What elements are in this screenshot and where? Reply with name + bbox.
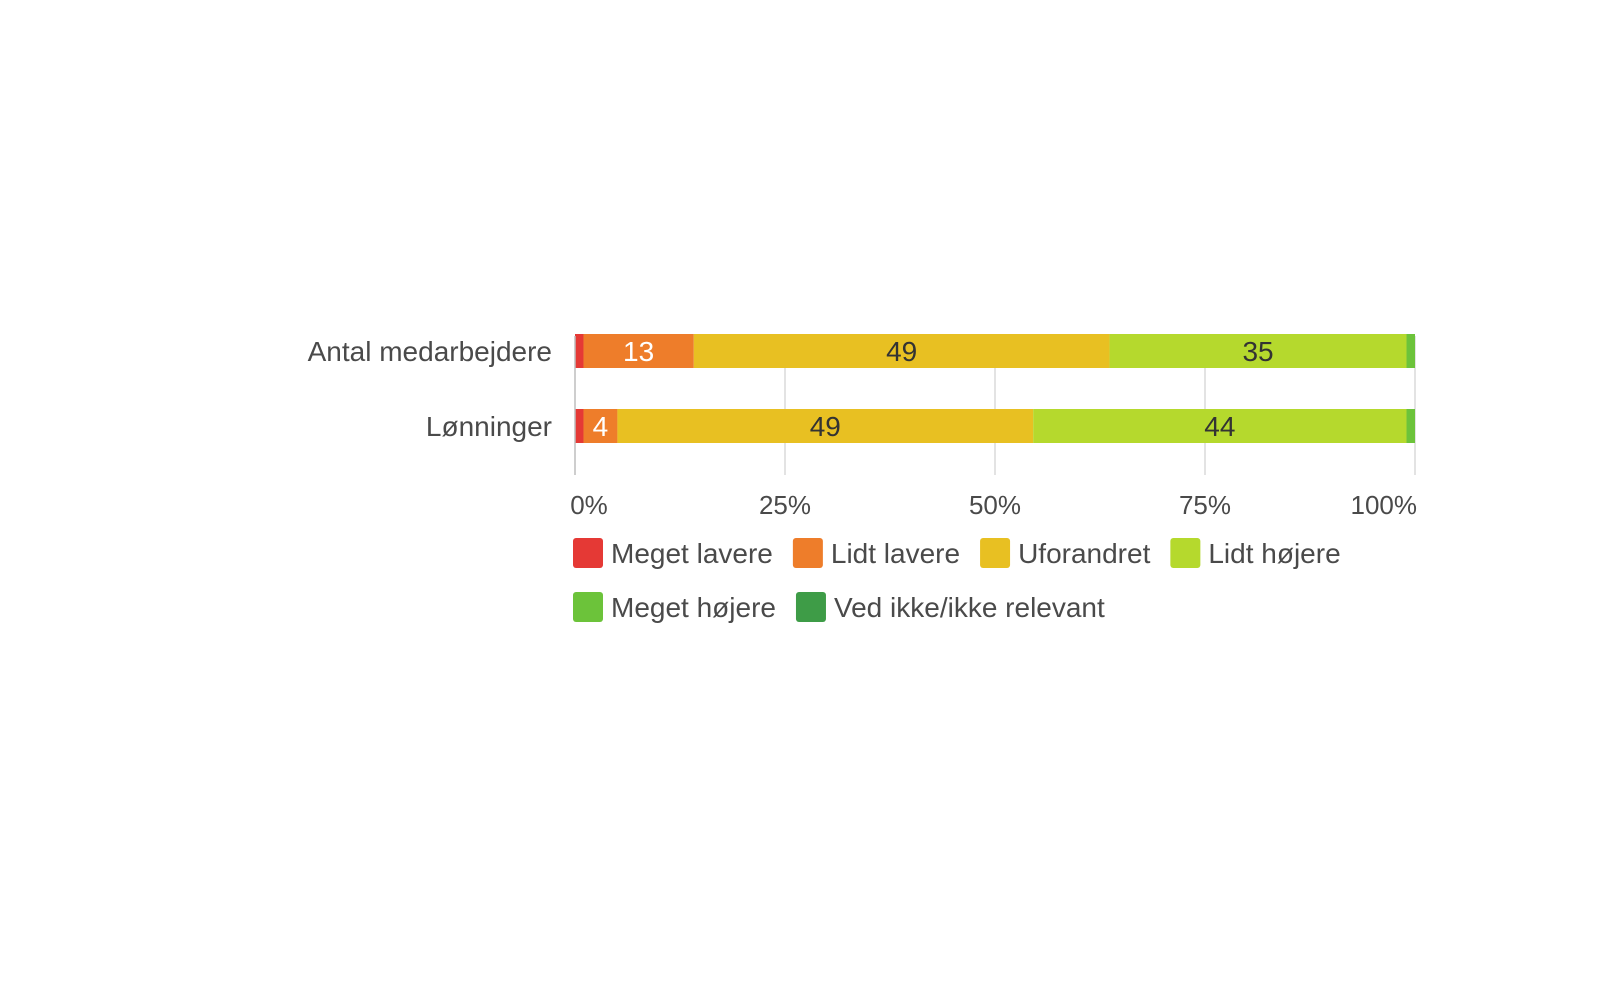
legend-item: Lidt lavere [792, 538, 960, 569]
x-tick-label: 100% [1351, 490, 1418, 520]
bar-segment [1406, 409, 1415, 443]
bar-segment [583, 409, 618, 443]
bar-value-labels: 13 49 35 4 49 44 [593, 336, 1274, 442]
legend-swatch [980, 538, 1011, 568]
legend-item: Meget lavere [573, 538, 773, 569]
bar-value-label: 13 [623, 336, 654, 367]
legend-label: Lidt højere [1208, 538, 1340, 569]
legend-label: Meget højere [611, 592, 776, 623]
bar-segment [1406, 334, 1415, 368]
x-tick-label: 25% [759, 490, 811, 520]
bar-value-label: 4 [593, 411, 609, 442]
legend-item: Uforandret [980, 538, 1151, 569]
bar-segment [583, 334, 694, 368]
bar-segment [575, 334, 584, 368]
legend-item: Meget højere [573, 592, 776, 623]
legend-swatch [1170, 538, 1201, 568]
legend-swatch [795, 592, 826, 622]
bar-segment [693, 334, 1110, 368]
x-tick-label: 0% [570, 490, 608, 520]
legend-label: Uforandret [1018, 538, 1151, 569]
bar-segment [617, 409, 1034, 443]
category-label: Antal medarbejdere [308, 336, 552, 367]
legend-label: Meget lavere [611, 538, 773, 569]
bars [575, 334, 1415, 443]
x-tick-label: 50% [969, 490, 1021, 520]
bar-segment [1033, 409, 1407, 443]
bar-value-label: 35 [1242, 336, 1273, 367]
bar-value-label: 49 [886, 336, 917, 367]
bar-segment [1109, 334, 1407, 368]
legend-label: Lidt lavere [831, 538, 960, 569]
bar-segment [575, 409, 584, 443]
legend-item: Lidt højere [1170, 538, 1341, 569]
category-label: Lønninger [426, 411, 552, 442]
legend: Meget lavere Lidt lavere Uforandret Lidt hø… [573, 538, 1341, 623]
bar-value-label: 44 [1204, 411, 1235, 442]
legend-item: Ved ikke/ikke relevant [795, 592, 1105, 623]
x-tick-label: 75% [1179, 490, 1231, 520]
bar-value-label: 49 [810, 411, 841, 442]
axes: Antal medarbejdere Lønninger 0% 25% 50% 75% 10… [308, 336, 1417, 520]
legend-swatch [573, 592, 603, 622]
legend-swatch [792, 538, 823, 568]
legend-swatch [573, 538, 603, 568]
legend-label: Ved ikke/ikke relevant [834, 592, 1105, 623]
